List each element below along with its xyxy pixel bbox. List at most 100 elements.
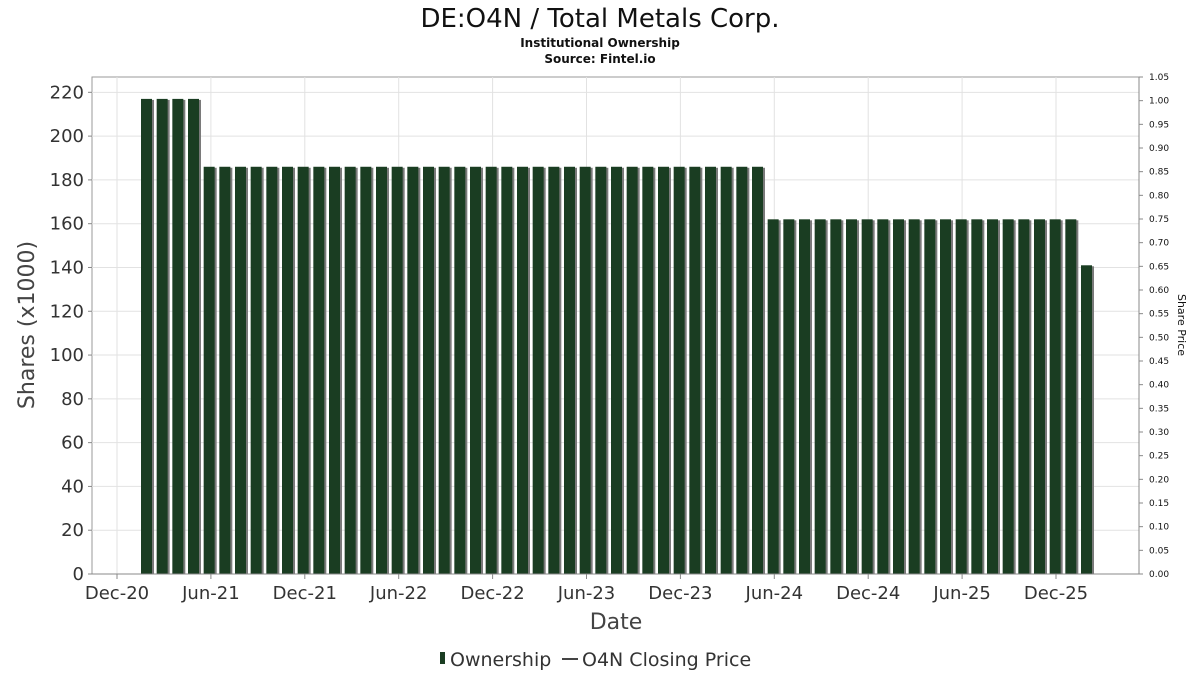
bar-fill: [501, 166, 513, 574]
y2-tick-label: 0.95: [1149, 120, 1169, 130]
bar-fill: [720, 166, 732, 574]
bar-fill: [924, 219, 936, 574]
y2-tick-label: 1.05: [1149, 73, 1169, 83]
bar: [1049, 219, 1063, 574]
x-tick-label: Jun-25: [932, 583, 991, 604]
y2-tick-label: 0.15: [1149, 499, 1169, 509]
bar: [924, 219, 938, 574]
x-tick-label: Jun-22: [369, 583, 428, 604]
legend-ownership-swatch: [440, 652, 445, 664]
y2-tick-label: 0.60: [1149, 286, 1169, 296]
bar-fill: [1018, 219, 1030, 574]
y-tick-label: 220: [50, 82, 84, 103]
bar-fill: [579, 166, 591, 574]
bar-fill: [626, 166, 638, 574]
bar: [720, 166, 734, 574]
bar: [1081, 265, 1094, 574]
bar: [1034, 219, 1047, 574]
bar: [673, 166, 687, 574]
y2-tick-label: 0.70: [1149, 239, 1169, 249]
bar: [658, 166, 671, 574]
bar-fill: [282, 166, 293, 574]
x-axis-ticks: Dec-20 Jun-21 Dec-21 Jun-22 Dec-22 Jun-23 Dec-…: [85, 574, 1088, 604]
bar-fill: [971, 219, 983, 574]
y2-tick-label: 0.40: [1149, 381, 1169, 391]
bar: [282, 166, 295, 574]
y-tick-label: 160: [50, 214, 84, 235]
bar-fill: [219, 166, 231, 574]
bar-fill: [266, 166, 278, 574]
chart-title: DE:O4N / Total Metals Corp.: [420, 4, 779, 34]
bar: [642, 166, 656, 574]
y2-tick-label: 0.05: [1149, 546, 1169, 556]
bar: [360, 166, 374, 574]
x-tick-label: Dec-24: [836, 583, 900, 604]
bar-fill: [141, 98, 152, 574]
bar-fill: [846, 219, 857, 574]
bar: [391, 166, 405, 574]
ownership-bars: [141, 98, 1094, 574]
y2-tick-label: 0.10: [1149, 523, 1169, 533]
y-tick-label: 60: [61, 433, 84, 454]
bar: [501, 166, 515, 574]
y2-tick-label: 0.85: [1149, 168, 1169, 178]
bar: [861, 219, 875, 574]
bar-fill: [344, 166, 356, 574]
y-tick-label: 180: [50, 170, 84, 191]
bar: [172, 98, 186, 574]
bar: [579, 166, 593, 574]
bar: [814, 219, 828, 574]
bar-fill: [955, 219, 967, 574]
bar-fill: [564, 166, 575, 574]
y2-tick-label: 0.30: [1149, 428, 1169, 438]
bar-fill: [611, 166, 622, 574]
x-tick-label: Dec-20: [85, 583, 149, 604]
bar: [564, 166, 577, 574]
bar-fill: [156, 98, 168, 574]
bar: [1065, 219, 1079, 574]
bar-fill: [893, 219, 904, 574]
y2-tick-label: 0.45: [1149, 357, 1169, 367]
bar: [987, 219, 1000, 574]
chart-source: Source: Fintel.io: [544, 52, 655, 66]
bar: [548, 166, 562, 574]
bar-fill: [250, 166, 262, 574]
bar: [266, 166, 280, 574]
bar-fill: [172, 98, 184, 574]
bar-fill: [705, 166, 716, 574]
bar-fill: [814, 219, 826, 574]
x-tick-label: Dec-25: [1024, 583, 1088, 604]
bar: [705, 166, 718, 574]
bar: [485, 166, 499, 574]
bar: [517, 166, 530, 574]
bar-fill: [673, 166, 685, 574]
bar: [532, 166, 546, 574]
bar: [830, 219, 844, 574]
bar-fill: [830, 219, 842, 574]
bar-fill: [407, 166, 419, 574]
bar: [971, 219, 985, 574]
bar: [908, 219, 922, 574]
bar: [219, 166, 233, 574]
bar-fill: [423, 166, 434, 574]
bar-fill: [908, 219, 920, 574]
y-tick-label: 120: [50, 301, 84, 322]
bar: [313, 166, 327, 574]
bar: [752, 166, 765, 574]
bar: [235, 166, 248, 574]
bar-fill: [235, 166, 246, 574]
y-tick-label: 80: [61, 389, 84, 410]
y-tick-label: 100: [50, 345, 84, 366]
y2-tick-label: 0.80: [1149, 191, 1169, 201]
y-tick-label: 200: [50, 126, 84, 147]
bar: [376, 166, 389, 574]
bar-fill: [736, 166, 748, 574]
y2-axis-label: Share Price: [1175, 294, 1188, 356]
bar: [846, 219, 859, 574]
x-tick-label: Jun-23: [557, 583, 616, 604]
bar-fill: [313, 166, 325, 574]
chart-subtitle: Institutional Ownership: [520, 36, 680, 50]
bar: [470, 166, 483, 574]
y-tick-label: 40: [61, 476, 84, 497]
